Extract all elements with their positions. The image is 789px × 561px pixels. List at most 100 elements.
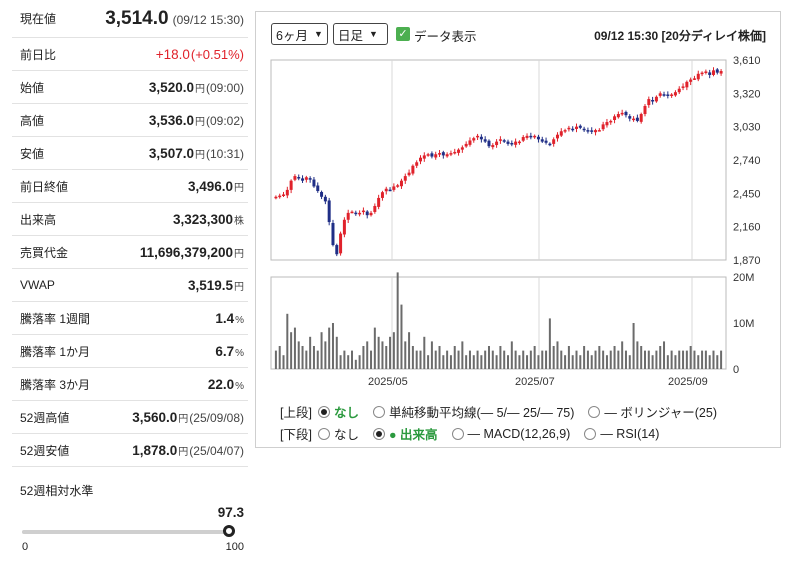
volume-bar xyxy=(621,341,624,369)
volume-bar xyxy=(541,350,544,369)
volume-bar xyxy=(343,350,346,369)
candle-body xyxy=(491,145,495,148)
lower-option-rsi[interactable]: — RSI(14) xyxy=(584,427,659,441)
volume-bar xyxy=(640,346,643,369)
price-tick-label: 1,870 xyxy=(733,255,761,267)
volume-bar xyxy=(643,350,646,369)
candle-body xyxy=(403,176,407,181)
candle-body xyxy=(339,233,343,254)
candle-body xyxy=(677,88,681,93)
candle-body xyxy=(711,70,715,75)
candle-body xyxy=(552,139,556,144)
show-data-label[interactable]: データ表示 xyxy=(414,30,477,44)
quote-row-value: 11,696,379,200 円 xyxy=(140,245,244,260)
interval-select[interactable]: 日足 ▼ xyxy=(333,23,388,45)
volume-tick-label: 0 xyxy=(733,364,739,376)
volume-bar xyxy=(476,350,479,369)
volume-bar xyxy=(556,341,559,369)
quote-row-number: 1,878.0 xyxy=(132,442,178,458)
quote-row: 安値 3,507.0 円 (10:31) xyxy=(12,137,248,170)
quote-row-number: 3,496.0 xyxy=(187,178,233,194)
volume-bar xyxy=(472,355,475,369)
quote-row-value: 3,520.0 円 (09:00) xyxy=(149,80,244,95)
quote-row-number: 3,520.0 xyxy=(148,79,194,95)
candle-body xyxy=(274,196,278,199)
quote-row: 始値 3,520.0 円 (09:00) xyxy=(12,71,248,104)
candle-body xyxy=(635,117,639,121)
volume-bar xyxy=(602,350,605,369)
candle-body xyxy=(457,149,461,153)
candle-body xyxy=(430,153,434,157)
candle-body xyxy=(696,73,700,80)
quote-row-number: 1.4 xyxy=(215,310,235,326)
show-data-checkbox[interactable]: ✓ xyxy=(396,27,410,41)
volume-tick-label: 20M xyxy=(733,272,754,284)
quote-row-label: 騰落率 1か月 xyxy=(20,344,91,359)
candle-body xyxy=(575,126,579,129)
volume-bar xyxy=(362,346,365,369)
candle-body xyxy=(460,147,464,150)
candle-body xyxy=(601,124,605,130)
quote-row-value: +18.0 (+0.51%) xyxy=(156,47,244,62)
candle-body xyxy=(540,139,544,142)
quote-row-number: 3,536.0 xyxy=(148,112,194,128)
candle-body xyxy=(624,111,628,116)
candle-body xyxy=(358,212,362,215)
candle-body xyxy=(377,197,381,207)
volume-bar xyxy=(689,346,692,369)
volume-bar xyxy=(449,355,452,369)
volume-bar xyxy=(358,355,361,369)
volume-bar xyxy=(716,355,719,369)
candle-body xyxy=(548,143,552,146)
quote-row-sub: (09:02) xyxy=(205,113,244,128)
candle-body xyxy=(297,177,301,179)
volume-bar xyxy=(617,350,620,369)
lower-option-macd[interactable]: — MACD(12,26,9) xyxy=(451,427,570,441)
volume-bar xyxy=(487,346,490,369)
candle-body xyxy=(495,141,499,146)
candle-body xyxy=(415,162,419,166)
candle-body xyxy=(380,192,384,198)
quote-row-value: 3,514.0 (09/12 15:30) xyxy=(105,8,244,30)
candle-body xyxy=(616,114,620,118)
volume-bar xyxy=(682,350,685,369)
candle-body xyxy=(411,165,415,174)
upper-option-bollinger[interactable]: — ボリンジャー(25) xyxy=(588,402,717,421)
volume-bar xyxy=(518,355,521,369)
candle-body xyxy=(700,72,704,75)
volume-bar xyxy=(628,355,631,369)
lower-option-volume[interactable]: ● 出来高 xyxy=(372,424,438,443)
volume-bar xyxy=(632,323,635,369)
quote-row-label: 前日比 xyxy=(20,47,57,62)
volume-bar xyxy=(712,350,715,369)
volume-bar xyxy=(305,350,308,369)
candle-body xyxy=(613,116,617,120)
candle-body xyxy=(620,112,624,115)
candle-body xyxy=(643,105,647,115)
candle-body xyxy=(331,222,335,246)
candle-body xyxy=(285,189,289,196)
quote-row-sub: (09/12 15:30) xyxy=(172,12,244,27)
candle-body xyxy=(658,93,662,96)
quote-row-number: +18.0 xyxy=(155,46,190,62)
upper-option-none[interactable]: なし xyxy=(317,402,359,421)
upper-option-sma[interactable]: 単純移動平均線(— 5/— 25/— 75) xyxy=(372,402,574,421)
volume-bar xyxy=(693,350,696,369)
quote-row-label: 安値 xyxy=(20,146,45,161)
lower-option-none[interactable]: なし xyxy=(317,424,359,443)
candle-body xyxy=(342,219,346,235)
volume-bar xyxy=(423,336,426,369)
candle-body xyxy=(533,135,537,138)
candle-body xyxy=(361,210,365,213)
quote-row: 現在値 3,514.0 (09/12 15:30) xyxy=(12,0,248,38)
volume-bar xyxy=(446,350,449,369)
quote-row: VWAP 3,519.5 円 xyxy=(12,269,248,302)
volume-bar xyxy=(507,355,510,369)
volume-bar xyxy=(324,341,327,369)
radio-icon xyxy=(317,427,330,440)
candle-body xyxy=(483,139,487,142)
period-select[interactable]: 6ヶ月 ▼ xyxy=(271,23,328,45)
upper-label: [上段] xyxy=(280,406,312,420)
relative-level-min: 0 xyxy=(22,541,29,553)
candle-body xyxy=(472,138,476,141)
